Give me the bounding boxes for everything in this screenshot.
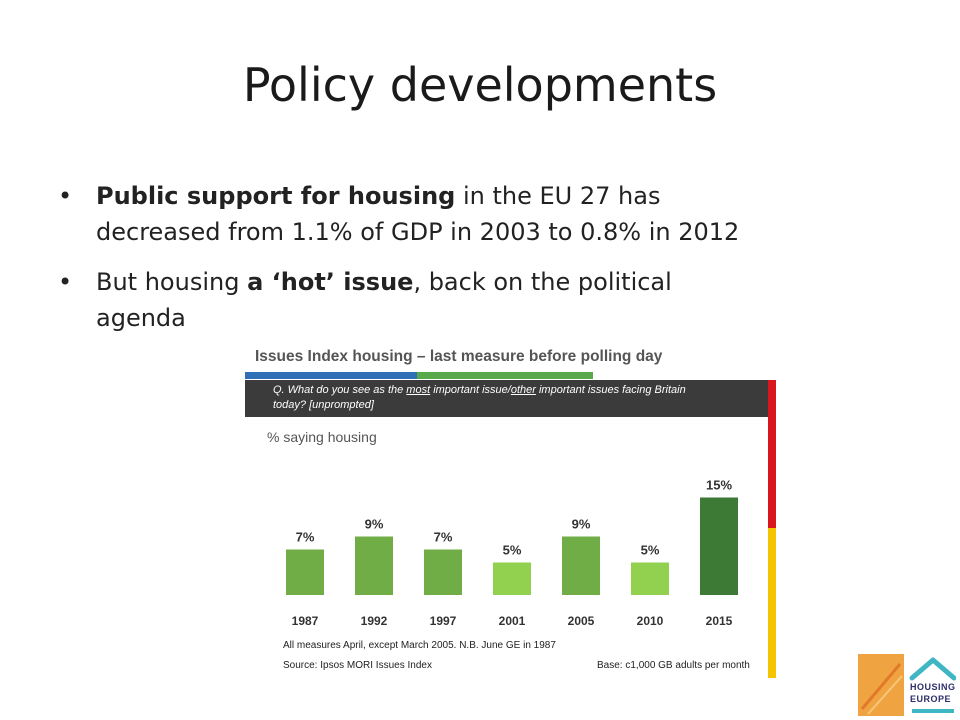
bar-value-label-1992: 9% xyxy=(365,517,384,532)
logo-text-line2: EUROPE xyxy=(910,694,952,704)
bullet-1-bold: Public support for housing xyxy=(96,182,456,210)
bar-value-label-1997: 7% xyxy=(434,530,453,545)
right-bar-red xyxy=(768,380,776,528)
bullet-dot-icon: • xyxy=(58,268,73,296)
bullet-2-pre: But housing xyxy=(96,268,248,296)
bar-1992 xyxy=(355,536,393,595)
bar-2010 xyxy=(631,562,669,595)
right-bar-yellow xyxy=(768,528,776,678)
x-tick-label-2015: 2015 xyxy=(706,614,733,628)
bar-1997 xyxy=(424,549,462,595)
chart-subtitle: % saying housing xyxy=(267,429,377,445)
question-line2: today? [unprompted] xyxy=(273,399,374,411)
question-other: other xyxy=(510,384,536,396)
x-tick-label-2001: 2001 xyxy=(499,614,526,628)
book-cover-logo xyxy=(858,654,904,716)
color-strip-blue xyxy=(245,372,417,379)
bullet-list: • Public support for housing in the EU 2… xyxy=(56,178,916,350)
bar-value-label-2015: 15% xyxy=(706,478,732,493)
bullet-1-text-line2: decreased from 1.1% of GDP in 2003 to 0.… xyxy=(96,218,740,246)
x-tick-label-1997: 1997 xyxy=(430,614,457,628)
bar-2015 xyxy=(700,497,738,595)
bullet-2-bold: a ‘hot’ issue xyxy=(247,268,414,296)
bullet-item: • Public support for housing in the EU 2… xyxy=(56,178,916,250)
bar-value-label-2005: 9% xyxy=(572,517,591,532)
bar-value-label-2001: 5% xyxy=(503,543,522,558)
chart-panel: Issues Index housing – last measure befo… xyxy=(245,340,776,678)
bullet-2-line2: agenda xyxy=(96,304,186,332)
chart-footnote: All measures April, except March 2005. N… xyxy=(283,640,556,651)
x-tick-label-2010: 2010 xyxy=(637,614,664,628)
chart-base-note: Base: c1,000 GB adults per month xyxy=(597,660,750,671)
question-post: important issues facing Britain xyxy=(535,384,686,396)
x-tick-label-1987: 1987 xyxy=(292,614,319,628)
x-tick-label-2005: 2005 xyxy=(568,614,595,628)
x-tick-label-1992: 1992 xyxy=(361,614,388,628)
question-pre: Q. What do you see as the xyxy=(273,384,407,396)
slide-title: Policy developments xyxy=(242,58,718,112)
chart-title: Issues Index housing – last measure befo… xyxy=(255,348,663,365)
bullet-item: • But housing a ‘hot’ issue, back on the… xyxy=(56,264,916,336)
chart-source: Source: Ipsos MORI Issues Index xyxy=(283,660,432,671)
bar-value-label-2010: 5% xyxy=(641,543,660,558)
color-strip-green xyxy=(417,372,593,379)
bar-value-label-1987: 7% xyxy=(296,530,315,545)
bar-chart: 7% 1987 9% 1992 7% 1997 5% 2001 9% 2005 5% 2010 15% 2… xyxy=(286,478,738,628)
bullet-2-post: , back on the political xyxy=(413,268,672,296)
housing-europe-house-icon xyxy=(909,657,956,713)
bar-1987 xyxy=(286,549,324,595)
book-cover-stripes xyxy=(860,663,903,715)
bullet-1-text: in the EU 27 has xyxy=(455,182,661,210)
question-most: most xyxy=(406,384,431,396)
bar-2005 xyxy=(562,536,600,595)
survey-question: Q. What do you see as the most important… xyxy=(245,380,769,417)
bar-2001 xyxy=(493,562,531,595)
question-mid: important issue/ xyxy=(430,384,511,396)
logo-text-line1: HOUSING xyxy=(910,682,956,692)
bullet-dot-icon: • xyxy=(58,182,73,210)
